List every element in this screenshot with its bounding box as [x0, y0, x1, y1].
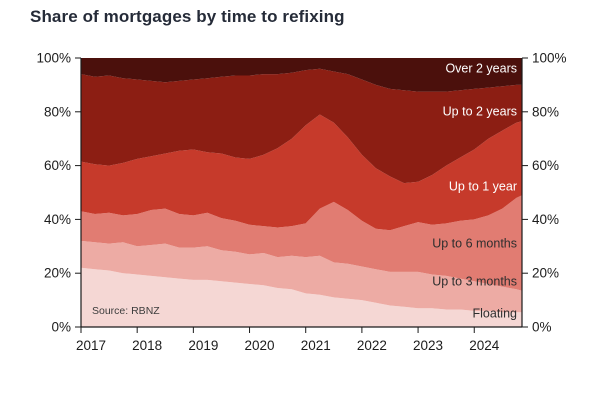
y-tick-label-right: 40%: [532, 212, 559, 227]
y-tick-label-left: 100%: [36, 51, 71, 66]
area-over-2-years: [81, 58, 522, 92]
series-label-up-to-2-years: Up to 2 years: [443, 104, 517, 118]
y-tick-label-right: 80%: [532, 104, 559, 119]
y-tick-label-right: 60%: [532, 158, 559, 173]
source-note: Source: RBNZ: [92, 305, 160, 317]
y-tick-label-left: 40%: [44, 212, 71, 227]
y-tick-label-left: 0%: [51, 320, 71, 335]
area-floating: [81, 267, 522, 327]
x-tick-label: 2018: [132, 338, 162, 353]
series-label-up-to-3-months: Up to 3 months: [432, 275, 517, 289]
x-tick-label: 2020: [245, 338, 275, 353]
y-tick-label-right: 100%: [532, 51, 567, 66]
y-tick-label-left: 20%: [44, 266, 71, 281]
area-up-to-2-years: [81, 68, 522, 184]
series-label-up-to-1-year: Up to 1 year: [449, 180, 517, 194]
area-up-to-6-months: [81, 195, 522, 291]
chart-title: Share of mortgages by time to refixing: [30, 7, 345, 26]
y-tick-label-right: 20%: [532, 266, 559, 281]
area-up-to-1-year: [81, 114, 522, 231]
x-tick-label: 2023: [413, 338, 443, 353]
series-label-floating: Floating: [473, 307, 518, 321]
x-tick-label: 2017: [76, 338, 106, 353]
y-tick-label-right: 0%: [532, 320, 552, 335]
x-tick-label: 2024: [469, 338, 500, 353]
y-tick-label-left: 60%: [44, 158, 71, 173]
x-tick-label: 2021: [301, 338, 331, 353]
x-tick-label: 2019: [188, 338, 218, 353]
series-label-over-2-years: Over 2 years: [445, 61, 517, 75]
y-tick-label-left: 80%: [44, 104, 71, 119]
x-tick-label: 2022: [357, 338, 387, 353]
area-up-to-3-months: [81, 240, 522, 313]
series-label-up-to-6-months: Up to 6 months: [432, 237, 517, 251]
